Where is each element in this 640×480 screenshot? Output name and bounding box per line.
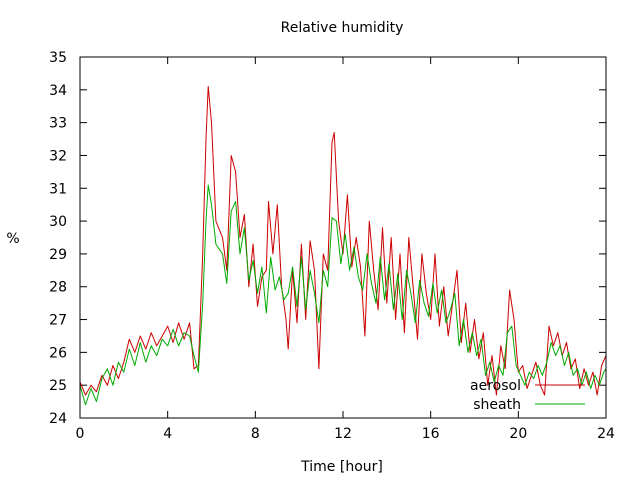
x-tick-label: 16 <box>422 426 440 442</box>
y-tick-label: 33 <box>49 116 67 132</box>
x-tick-label: 0 <box>76 426 85 442</box>
y-tick-label: 28 <box>49 280 67 296</box>
y-tick-label: 25 <box>49 378 67 394</box>
x-tick-label: 12 <box>334 426 352 442</box>
legend: aerosol sheath <box>470 378 585 413</box>
y-tick-label: 35 <box>49 50 67 66</box>
series-line-sheath <box>79 184 607 406</box>
y-tick-label: 26 <box>49 345 67 361</box>
x-axis-label: Time [hour] <box>300 459 383 475</box>
y-tick-label: 24 <box>49 411 67 427</box>
y-tick-label: 32 <box>49 148 67 164</box>
y-tick-label: 34 <box>49 83 67 99</box>
y-axis-label: % <box>6 231 19 247</box>
legend-label-aerosol: aerosol <box>470 378 521 394</box>
x-tick-label: 4 <box>163 426 172 442</box>
y-tick-label: 29 <box>49 247 67 263</box>
chart-title: Relative humidity <box>281 20 404 36</box>
y-tick-label: 27 <box>49 313 67 329</box>
series-line-aerosol <box>79 86 607 396</box>
y-tick-label: 31 <box>49 181 67 197</box>
y-tick-label: 30 <box>49 214 67 230</box>
x-tick-label: 20 <box>509 426 527 442</box>
plot-frame <box>79 56 607 419</box>
x-tick-label: 8 <box>251 426 260 442</box>
x-tick-label: 24 <box>597 426 615 442</box>
ticks: 0 4 8 12 16 20 24 24 25 26 27 28 29 30 31 32 33 34 35 <box>49 50 615 442</box>
series-lines <box>79 86 607 406</box>
legend-label-sheath: sheath <box>473 397 521 413</box>
